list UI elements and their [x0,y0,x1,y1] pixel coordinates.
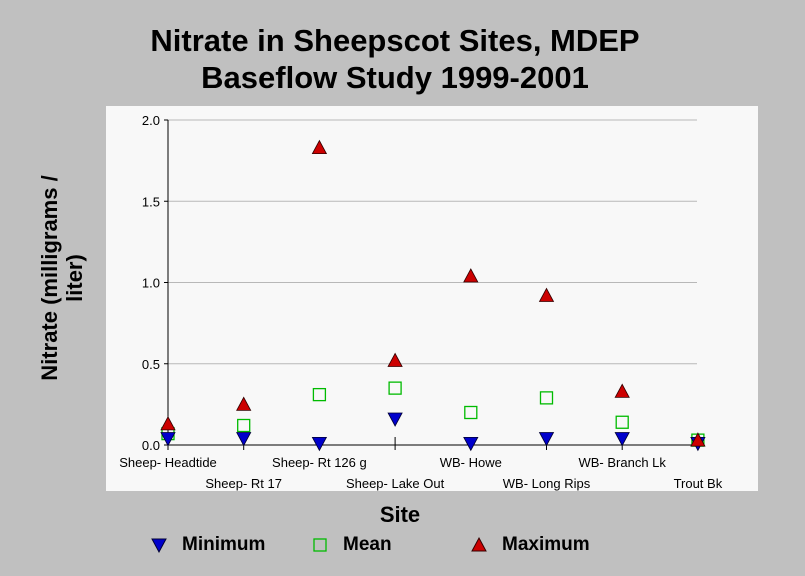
legend-label-maximum: Maximum [502,534,590,555]
y-tick-label: 1.5 [142,194,160,209]
x-tick-label: Sheep- Rt 126 g [272,455,367,470]
chart-title: Nitrate in Sheepscot Sites, MDEP Baseflo… [0,22,790,96]
legend-marker-maximum [471,536,487,552]
x-tick-label: WB- Branch Lk [578,455,666,470]
marker-mean [539,391,554,405]
marker-mean [237,418,251,433]
x-axis-label: Site [379,502,421,527]
y-axis-label-line-2: liter) [62,254,87,302]
y-tick-label: 1.0 [142,276,160,291]
marker-maximum [463,268,479,283]
marker-mean [615,415,629,429]
marker-maximum [236,396,252,411]
legend-label-minimum: Minimum [182,534,266,555]
marker-maximum [614,383,630,398]
chart-title-line-2: Baseflow Study 1999-2001 [201,60,589,95]
chart-title-line-1: Nitrate in Sheepscot Sites, MDEP [150,23,640,58]
legend-label-mean: Mean [343,534,392,555]
marker-maximum [387,352,403,367]
marker-mean [388,381,402,395]
marker-minimum [387,412,403,427]
marker-mean [464,405,478,420]
marker-maximum [690,432,706,447]
marker-maximum [160,416,176,431]
plot-area [106,106,758,491]
y-axis-label-line-1: Nitrate (milligrams / [37,175,62,381]
legend-marker-minimum [151,538,167,554]
marker-minimum [614,432,630,447]
x-tick-label: Sheep- Rt 17 [205,476,282,491]
x-tick-label: WB- Howe [440,455,502,470]
marker-maximum [311,139,328,155]
x-tick-label: Trout Bk [674,476,723,491]
x-tick-label: Sheep- Lake Out [346,476,445,491]
marker-minimum [463,436,479,452]
y-tick-label: 0.5 [142,357,160,372]
legend-marker-mean [313,538,327,552]
marker-minimum [236,432,252,447]
marker-minimum [538,432,555,447]
y-tick-label: 0.0 [142,438,160,453]
marker-minimum [311,436,328,452]
marker-minimum [160,432,176,447]
marker-mean [312,387,327,402]
x-tick-label: Sheep- Headtide [119,455,217,470]
x-tick-label: WB- Long Rips [503,476,591,491]
marker-maximum [538,287,555,302]
y-tick-label: 2.0 [142,113,160,128]
